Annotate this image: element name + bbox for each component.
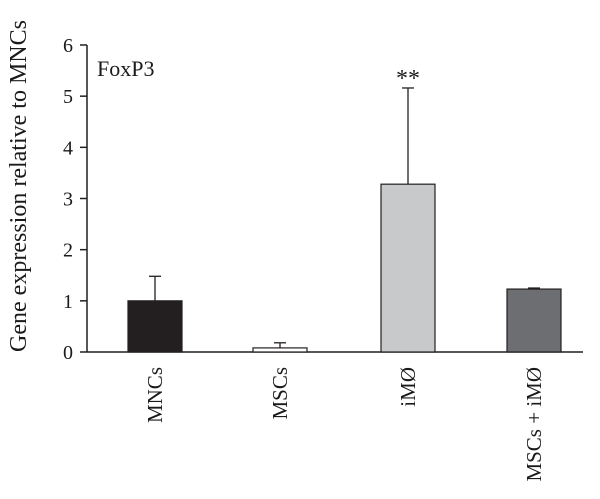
significance-annotation: **	[396, 66, 420, 92]
x-tick-label: iMØ	[396, 367, 420, 407]
y-tick-label: 1	[63, 291, 73, 313]
x-tick-label: MNCs	[143, 367, 167, 423]
y-tick-label: 4	[63, 137, 73, 159]
x-tick-labels: MNCs MSCs iMØ MSCs + iMØ	[143, 367, 546, 482]
y-ticks: 0 1 2 3 4 5 6	[63, 35, 87, 364]
annotations: **	[396, 66, 420, 92]
y-tick-label: 0	[63, 342, 73, 364]
x-tick-label: MSCs + iMØ	[522, 367, 546, 482]
y-tick-label: 5	[63, 86, 73, 108]
y-tick-label: 2	[63, 240, 73, 262]
y-tick-label: 3	[63, 189, 73, 211]
chart-title: FoxP3	[97, 56, 154, 81]
bar	[127, 300, 183, 353]
bar	[252, 347, 308, 353]
bars	[127, 183, 562, 353]
x-tick-label: MSCs	[268, 367, 292, 420]
bar	[506, 288, 562, 353]
y-axis-label: Gene expression relative to MNCs	[6, 20, 32, 352]
error-bars	[149, 87, 540, 348]
y-tick-label: 6	[63, 35, 73, 57]
bar	[380, 183, 436, 353]
